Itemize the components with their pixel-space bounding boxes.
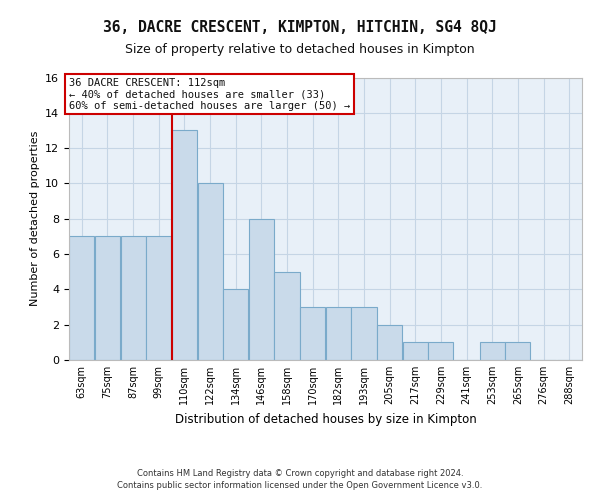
Bar [172,130,197,360]
Bar [479,342,505,360]
Bar [428,342,454,360]
Bar [274,272,299,360]
Text: Contains HM Land Registry data © Crown copyright and database right 2024.: Contains HM Land Registry data © Crown c… [137,468,463,477]
Bar [121,236,146,360]
Bar [403,342,428,360]
Text: Size of property relative to detached houses in Kimpton: Size of property relative to detached ho… [125,42,475,56]
Bar [95,236,120,360]
Bar [326,307,351,360]
Text: 36, DACRE CRESCENT, KIMPTON, HITCHIN, SG4 8QJ: 36, DACRE CRESCENT, KIMPTON, HITCHIN, SG… [103,20,497,35]
Text: 36 DACRE CRESCENT: 112sqm
← 40% of detached houses are smaller (33)
60% of semi-: 36 DACRE CRESCENT: 112sqm ← 40% of detac… [69,78,350,110]
X-axis label: Distribution of detached houses by size in Kimpton: Distribution of detached houses by size … [175,412,476,426]
Bar [505,342,530,360]
Bar [300,307,325,360]
Bar [352,307,377,360]
Bar [377,324,402,360]
Y-axis label: Number of detached properties: Number of detached properties [29,131,40,306]
Text: Contains public sector information licensed under the Open Government Licence v3: Contains public sector information licen… [118,481,482,490]
Bar [69,236,94,360]
Bar [249,219,274,360]
Bar [146,236,172,360]
Bar [197,184,223,360]
Bar [223,290,248,360]
